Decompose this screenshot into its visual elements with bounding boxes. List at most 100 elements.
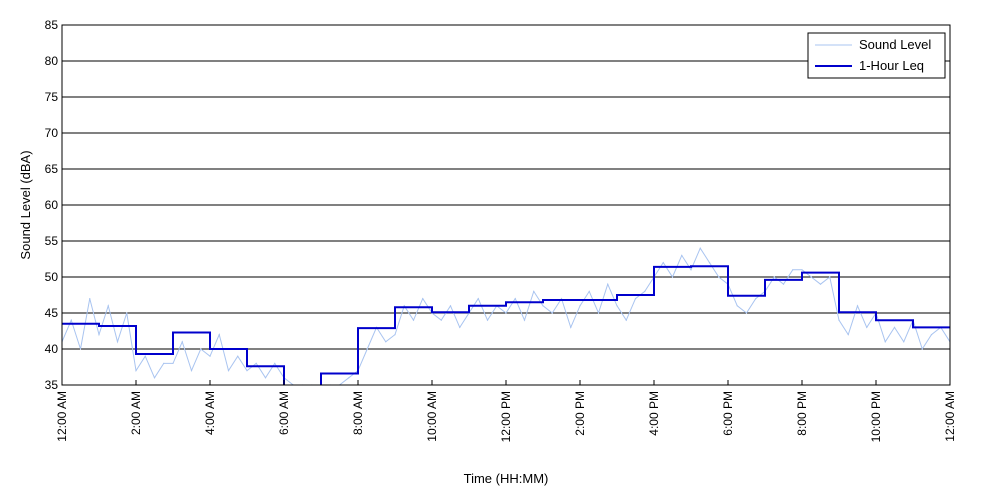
x-tick-label: 4:00 AM <box>203 391 217 435</box>
x-tick-label: 10:00 AM <box>425 391 439 442</box>
data-point-sound-level <box>412 319 415 321</box>
data-point-sound-level <box>126 312 128 314</box>
data-point-sound-level <box>107 305 109 307</box>
y-tick-label: 60 <box>45 198 59 212</box>
y-tick-label: 40 <box>45 342 59 356</box>
y-tick-label: 35 <box>45 378 59 392</box>
data-point-sound-level <box>893 326 896 328</box>
x-tick-label: 6:00 PM <box>721 391 735 436</box>
data-point-sound-level <box>542 305 544 307</box>
data-point-sound-level <box>116 341 119 343</box>
data-point-sound-level <box>681 254 683 256</box>
data-point-sound-level <box>745 312 748 314</box>
data-point-sound-level <box>810 276 812 278</box>
data-point-sound-level <box>792 269 794 271</box>
data-point-sound-level <box>616 305 618 307</box>
y-tick-label: 55 <box>45 234 59 248</box>
data-point-sound-level <box>801 269 803 271</box>
data-point-sound-level <box>782 283 785 285</box>
data-point-sound-level <box>736 305 738 307</box>
data-point-sound-level <box>662 262 664 264</box>
data-point-sound-level <box>884 341 886 343</box>
data-point-sound-level <box>514 298 516 300</box>
y-tick-label: 80 <box>45 54 59 68</box>
data-point-sound-level <box>607 283 609 285</box>
data-point-sound-level <box>385 341 387 343</box>
data-point-sound-level <box>237 355 239 357</box>
y-tick-label: 70 <box>45 126 59 140</box>
y-axis-title: Sound Level (dBA) <box>18 150 33 259</box>
x-tick-label: 4:00 PM <box>647 391 661 436</box>
data-point-sound-level <box>449 305 452 307</box>
x-tick-label: 12:00 AM <box>943 391 957 442</box>
data-point-sound-level <box>153 377 156 379</box>
data-point-sound-level <box>866 326 868 328</box>
data-point-sound-level <box>394 334 396 336</box>
series-line-1-hour-leq <box>62 265 950 385</box>
data-point-sound-level <box>440 319 442 321</box>
x-axis-title: Time (HH:MM) <box>464 471 549 486</box>
data-point-sound-level <box>718 276 720 278</box>
y-tick-label: 45 <box>45 306 59 320</box>
data-point-sound-level <box>690 269 692 271</box>
data-point-sound-level <box>570 326 572 328</box>
data-point-sound-level <box>625 319 627 321</box>
data-point-sound-level <box>903 341 905 343</box>
y-tick-label: 85 <box>45 18 59 32</box>
data-point-sound-level <box>505 312 507 314</box>
data-point-sound-level <box>708 262 711 264</box>
data-point-sound-level <box>829 276 831 278</box>
data-point-sound-level <box>486 319 489 321</box>
data-point-sound-level <box>144 355 146 357</box>
data-point-sound-level <box>838 319 840 321</box>
legend-label-1-hour-leq: 1-Hour Leq <box>859 58 924 73</box>
data-point-sound-level <box>70 319 72 321</box>
x-axis: 12:00 AM 2:00 AM 4:00 AM 6:00 AM 8:00 AM 10:0… <box>55 380 957 442</box>
data-point-sound-level <box>135 370 137 372</box>
x-tick-label: 12:00 AM <box>55 391 69 442</box>
legend: Sound Level 1-Hour Leq <box>807 32 946 79</box>
data-point-sound-level <box>190 370 193 372</box>
x-tick-label: 2:00 PM <box>573 391 587 436</box>
data-point-sound-level <box>89 298 91 300</box>
data-point-sound-level <box>634 298 637 300</box>
data-point-sound-level <box>597 312 600 314</box>
data-point-sound-level <box>172 362 174 364</box>
x-tick-label: 6:00 AM <box>277 391 291 435</box>
data-point-sound-level <box>227 370 230 372</box>
data-point-sound-level <box>209 355 211 357</box>
data-point-sound-level <box>579 305 581 307</box>
data-point-sound-level <box>699 247 701 249</box>
x-tick-label: 2:00 AM <box>129 391 143 435</box>
data-point-sound-level <box>930 334 933 336</box>
data-point-sound-level <box>98 334 100 336</box>
data-point-sound-level <box>533 290 535 292</box>
data-point-sound-level <box>551 312 553 314</box>
x-tick-label: 10:00 PM <box>869 391 883 442</box>
data-point-sound-level <box>403 305 405 307</box>
x-tick-label: 12:00 PM <box>499 391 513 442</box>
data-point-sound-level <box>246 370 248 372</box>
data-point-sound-level <box>348 377 350 379</box>
y-tick-label: 50 <box>45 270 59 284</box>
plot-area <box>62 247 950 385</box>
legend-box <box>807 32 946 79</box>
data-point-sound-level <box>163 362 165 364</box>
data-point-sound-level <box>200 348 202 350</box>
data-point-sound-level <box>588 290 590 292</box>
data-point-sound-level <box>773 276 775 278</box>
y-axis: 35 40 45 50 55 60 65 70 75 80 85 <box>45 18 67 392</box>
x-tick-label: 8:00 PM <box>795 391 809 436</box>
legend-label-sound-level: Sound Level <box>859 37 931 52</box>
data-point-sound-level <box>847 334 849 336</box>
data-point-sound-level <box>255 362 257 364</box>
data-point-sound-level <box>264 377 267 379</box>
data-point-sound-level <box>671 276 674 278</box>
data-point-sound-level <box>218 334 220 336</box>
data-point-sound-level <box>856 305 859 307</box>
data-point-sound-level <box>819 283 822 285</box>
data-point-sound-level <box>755 298 757 300</box>
data-point-sound-level <box>274 362 276 364</box>
